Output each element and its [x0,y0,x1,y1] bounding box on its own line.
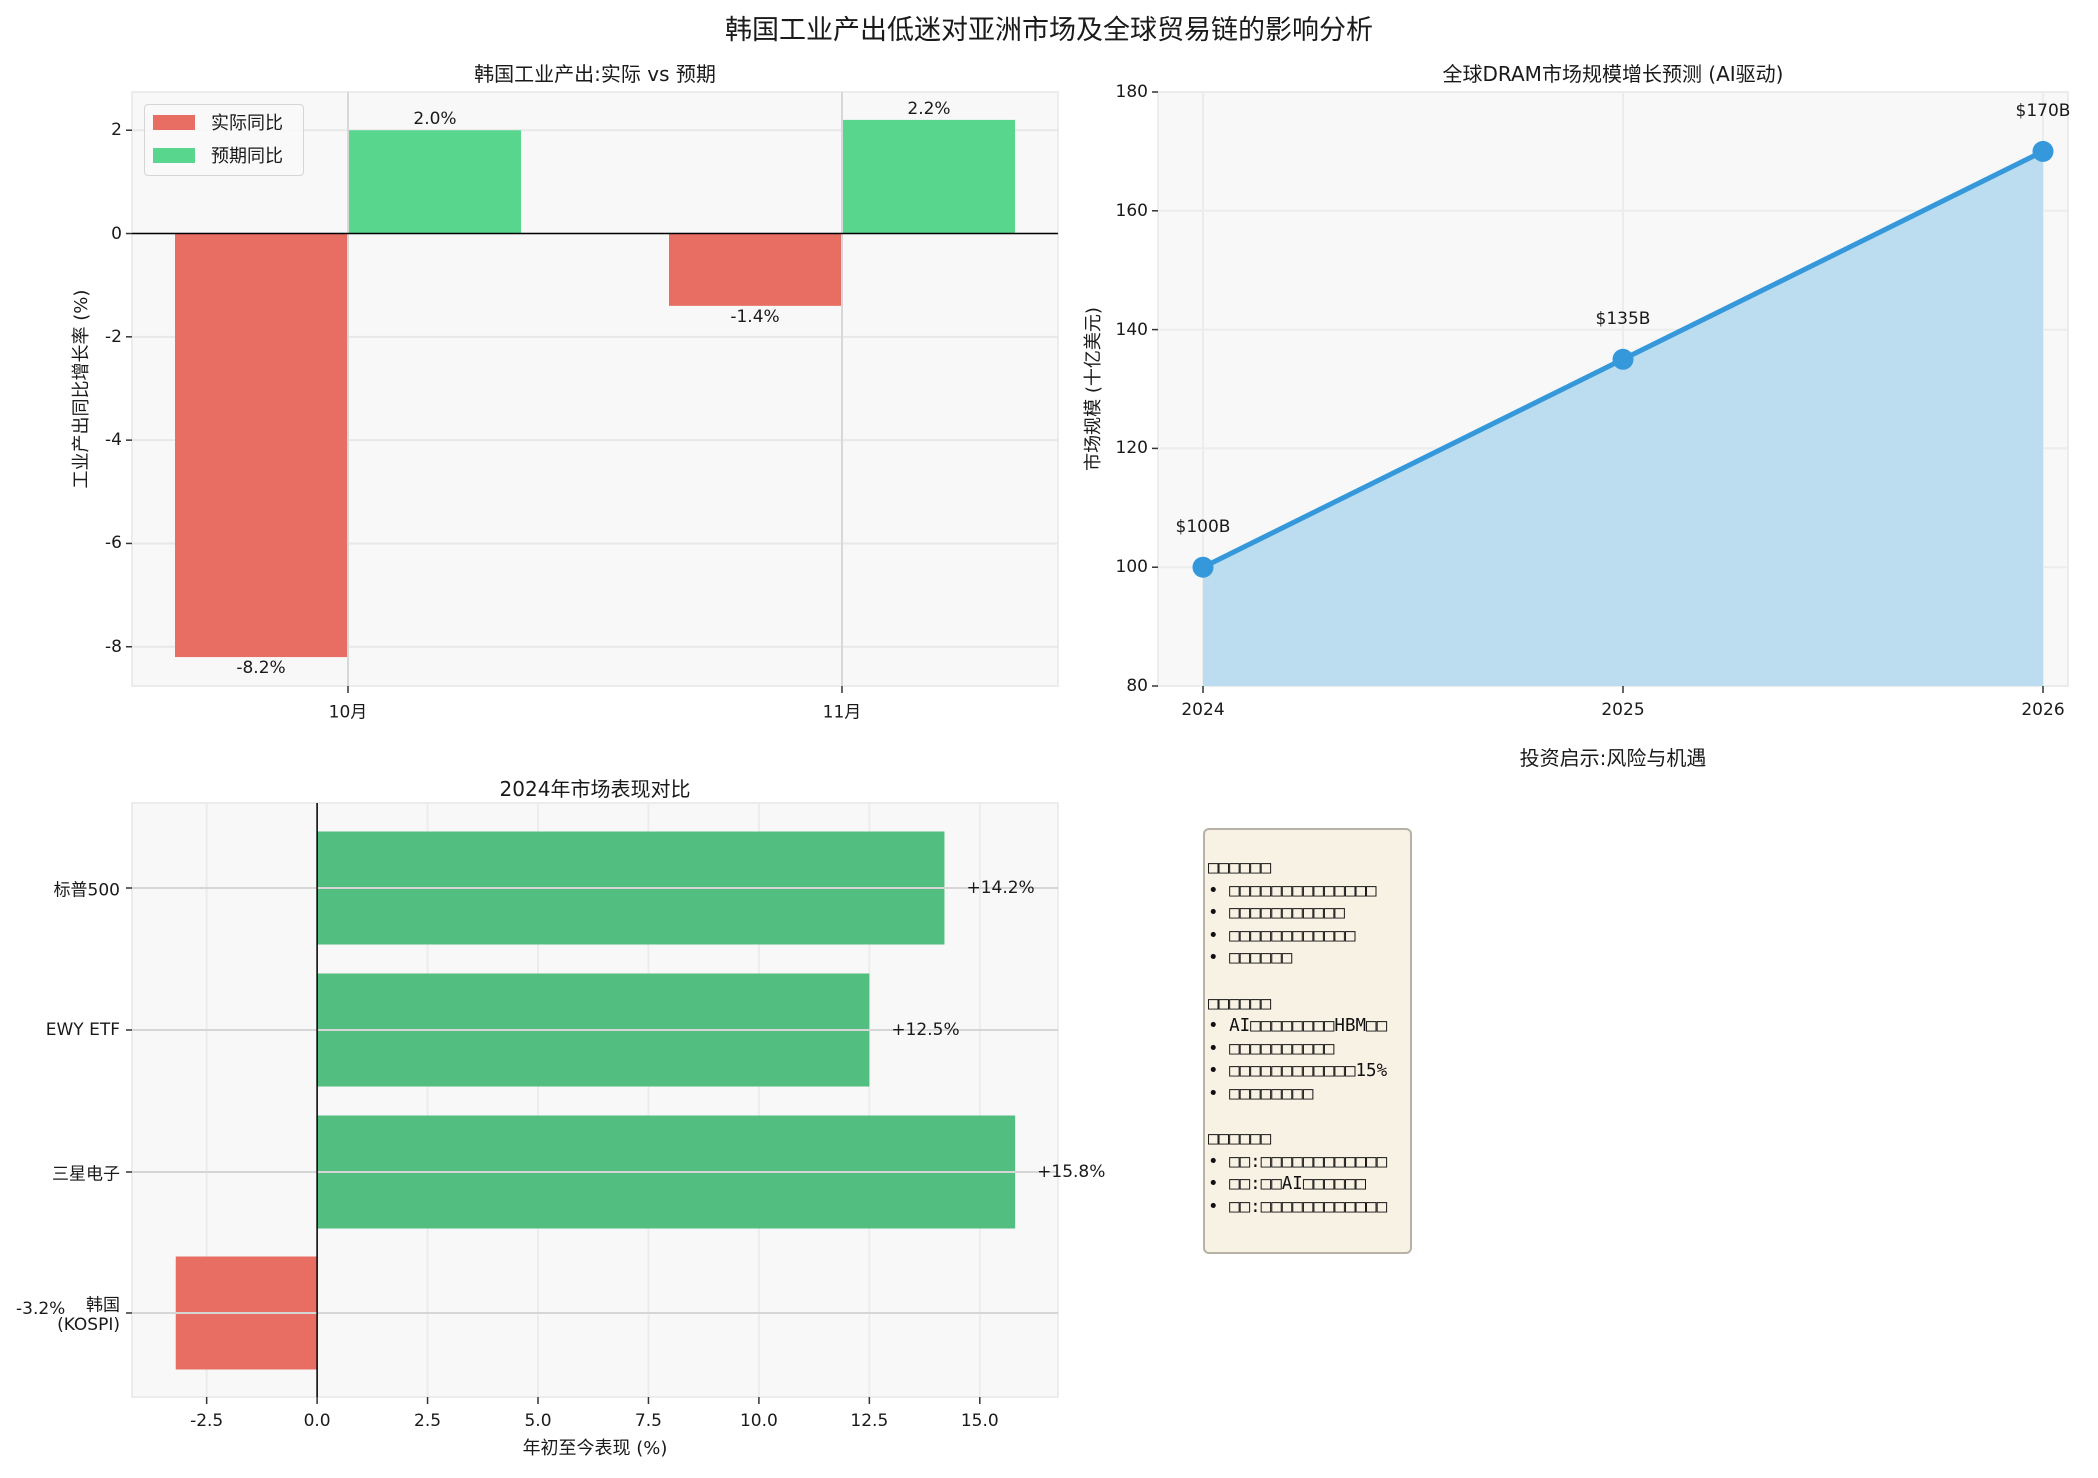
legend: 实际同比 预期同比 [144,104,304,176]
bar-actual [669,233,841,306]
market-value-label: +15.8% [1037,1162,1106,1182]
dram-ylabel: 市场规模 (十亿美元) [1083,307,1104,471]
insight-line: • □□□□□□ [1208,948,1293,969]
bar-expected [843,119,1015,234]
market-performance-title: 2024年市场表现对比 [499,777,691,801]
ytick-label: 160 [1115,200,1148,221]
xtick-label: 5.0 [524,1411,552,1431]
market-performance-xlabel: 年初至今表现 (%) [522,1438,668,1459]
insight-line [1208,1106,1410,1129]
insight-line: • □□:□□AI□□□□□□ [1208,1174,1367,1195]
xtick-label: 2024 [1181,700,1225,720]
insight-line: • □□□□□□□□□□□□ [1208,925,1356,946]
dram-point [1612,348,1634,370]
insight-line: • □□□□□□□□□□□□15% [1208,1061,1388,1082]
dram-point [1192,556,1214,578]
insights-textbox: □□□□□□ • □□□□□□□□□□□□□□ • □□□□□□□□□□□ • □□□… [1203,828,1412,1254]
legend-swatch-expected [153,148,195,163]
ytick-label: 0 [111,223,122,244]
legend-label-actual: 实际同比 [211,113,283,134]
bar-actual [175,233,347,658]
xtick-label: 7.5 [634,1411,662,1431]
ytick-label: 100 [1115,557,1148,578]
ytick-label: -2 [105,326,122,347]
xtick-label: 2.5 [414,1411,442,1431]
ytick-label: 180 [1115,82,1148,102]
dram-point-label: $170B [2015,101,2071,122]
xtick-label: 0.0 [303,1411,331,1431]
xtick-label: -2.5 [190,1411,224,1431]
dram-point-label: $135B [1595,309,1651,330]
xtick-label: 12.5 [850,1411,889,1431]
ytick-label: -8 [105,636,122,657]
market-value-label: -3.2% [16,1299,66,1319]
xtick-label: 11月 [822,702,862,723]
dram-point [2032,140,2054,162]
ytick-label: 韩国 [86,1295,120,1316]
industrial-output-title: 韩国工业产出:实际 vs 预期 [474,62,716,86]
dram-area [1203,151,2043,686]
figure-title: 韩国工业产出低迷对亚洲市场及全球贸易链的影响分析 [725,15,1373,46]
ytick-label: (KOSPI) [57,1315,120,1335]
insight-line [1208,970,1410,993]
ytick-label: 140 [1115,319,1148,340]
xtick-label: 15.0 [960,1411,999,1431]
ytick-label: EWY ETF [45,1020,120,1040]
insight-line: • AI□□□□□□□□HBM□□ [1208,1016,1388,1037]
insight-line: □□□□□□ [1208,993,1272,1014]
industrial-output-ylabel: 工业产出同比增长率 (%) [71,289,92,489]
market-value-label: +12.5% [891,1020,960,1040]
insight-line: • □□:□□□□□□□□□□□□ [1208,1151,1388,1172]
ytick-label: -4 [105,430,122,451]
insight-line: □□□□□□ [1208,858,1272,878]
ytick-label: 80 [1126,676,1148,696]
bar-value-label: 2.2% [907,98,951,119]
bar-expected [349,130,521,234]
xtick-label: 10月 [328,702,368,723]
insight-line: • □□:□□□□□□□□□□□□ [1208,1196,1388,1217]
insights-title: 投资启示:风险与机遇 [1519,746,1707,770]
insight-line: • □□□□□□□□ [1208,1083,1314,1104]
xtick-label: 2026 [2021,700,2065,720]
market-value-label: +14.2% [966,878,1035,898]
ytick-label: -6 [105,533,122,554]
ytick-label: 三星电子 [52,1164,120,1185]
insight-line: • □□□□□□□□□□ [1208,1038,1335,1059]
dram-title: 全球DRAM市场规模增长预测 (AI驱动) [1442,62,1784,86]
insight-line: □□□□□□ [1208,1129,1272,1150]
ytick-label: 120 [1115,438,1148,459]
dram-point-label: $100B [1175,517,1231,538]
bar-value-label: -8.2% [236,658,286,679]
legend-label-expected: 预期同比 [211,146,283,167]
bar-value-label: -1.4% [730,306,780,327]
xtick-label: 10.0 [739,1411,778,1431]
legend-swatch-actual [153,115,195,130]
bar-value-label: 2.0% [413,109,457,130]
insight-line: • □□□□□□□□□□□ [1208,903,1345,924]
ytick-label: 标普500 [53,880,120,901]
xtick-label: 2025 [1601,700,1645,720]
ytick-label: 2 [111,120,122,141]
insight-line: • □□□□□□□□□□□□□□ [1208,880,1377,901]
